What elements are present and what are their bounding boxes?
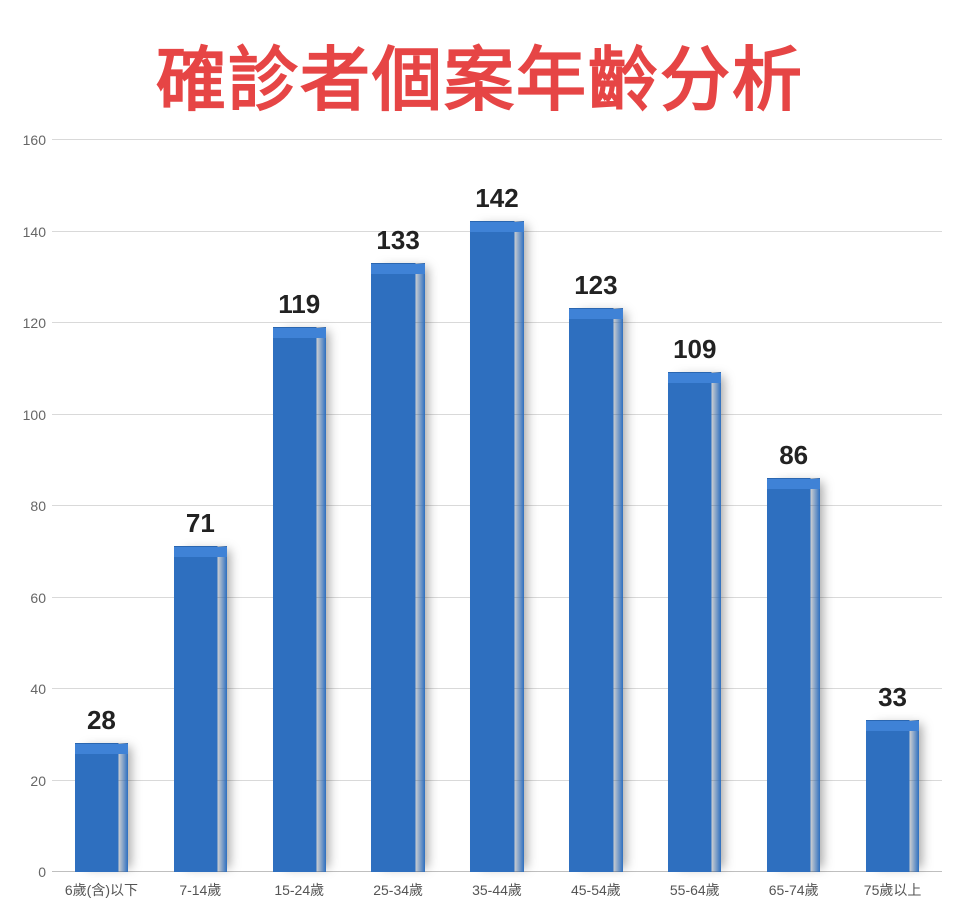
- xtick-label: 15-24歲: [250, 872, 349, 900]
- bar: 123: [569, 308, 622, 872]
- bar-value-label: 123: [574, 270, 617, 301]
- xtick-label: 45-54歲: [546, 872, 645, 900]
- bar-value-label: 86: [779, 440, 808, 471]
- ytick-label: 160: [23, 132, 52, 148]
- x-axis: 6歲(含)以下7-14歲15-24歲25-34歲35-44歲45-54歲55-6…: [52, 872, 942, 900]
- xtick-label: 6歲(含)以下: [52, 872, 151, 900]
- bar-slot: 133: [349, 140, 448, 872]
- bar-top-highlight: [75, 744, 128, 754]
- xtick-label: 7-14歲: [151, 872, 250, 900]
- bar-slot: 86: [744, 140, 843, 872]
- ytick-label: 120: [23, 315, 52, 331]
- bar-value-label: 133: [376, 225, 419, 256]
- bar-value-label: 119: [278, 289, 320, 320]
- bar-slot: 71: [151, 140, 250, 872]
- bar-top-highlight: [371, 264, 424, 274]
- ytick-label: 100: [23, 407, 52, 423]
- bar-top-highlight: [470, 222, 523, 232]
- bar: 71: [174, 546, 227, 872]
- bar-top-highlight: [767, 479, 820, 489]
- bar: 119: [273, 327, 326, 872]
- bar: 33: [866, 720, 919, 872]
- xtick-label: 35-44歲: [448, 872, 547, 900]
- bar-slot: 123: [546, 140, 645, 872]
- bar: 142: [470, 221, 523, 872]
- ytick-label: 0: [38, 864, 52, 880]
- bar: 28: [75, 743, 128, 872]
- bar: 86: [767, 478, 820, 872]
- bar-slot: 142: [448, 140, 547, 872]
- bars-container: 28 71 119 133 142 123 109 86 33: [52, 140, 942, 872]
- bar-slot: 33: [843, 140, 942, 872]
- ytick-label: 20: [30, 773, 52, 789]
- bar-top-highlight: [273, 328, 326, 338]
- xtick-label: 25-34歲: [349, 872, 448, 900]
- bar-slot: 109: [645, 140, 744, 872]
- bar-value-label: 28: [87, 705, 116, 736]
- chart-title: 確診者個案年齡分析: [0, 24, 960, 125]
- bar-slot: 28: [52, 140, 151, 872]
- bar-top-highlight: [866, 721, 919, 731]
- ytick-label: 40: [30, 681, 52, 697]
- ytick-label: 80: [30, 498, 52, 514]
- bar-top-highlight: [569, 309, 622, 319]
- bar-value-label: 71: [186, 508, 215, 539]
- plot-area: 020406080100120140160 287111913314212310…: [52, 140, 942, 872]
- bar-top-highlight: [668, 373, 721, 383]
- age-bar-chart: 020406080100120140160 287111913314212310…: [52, 140, 942, 872]
- bar: 133: [371, 263, 424, 872]
- bar-value-label: 109: [673, 334, 716, 365]
- bar-top-highlight: [174, 547, 227, 557]
- ytick-label: 140: [23, 224, 52, 240]
- bar-slot: 119: [250, 140, 349, 872]
- ytick-label: 60: [30, 590, 52, 606]
- bar: 109: [668, 372, 721, 872]
- bar-value-label: 33: [878, 682, 907, 713]
- xtick-label: 65-74歲: [744, 872, 843, 900]
- xtick-label: 75歲以上: [843, 872, 942, 900]
- xtick-label: 55-64歲: [645, 872, 744, 900]
- bar-value-label: 142: [475, 183, 518, 214]
